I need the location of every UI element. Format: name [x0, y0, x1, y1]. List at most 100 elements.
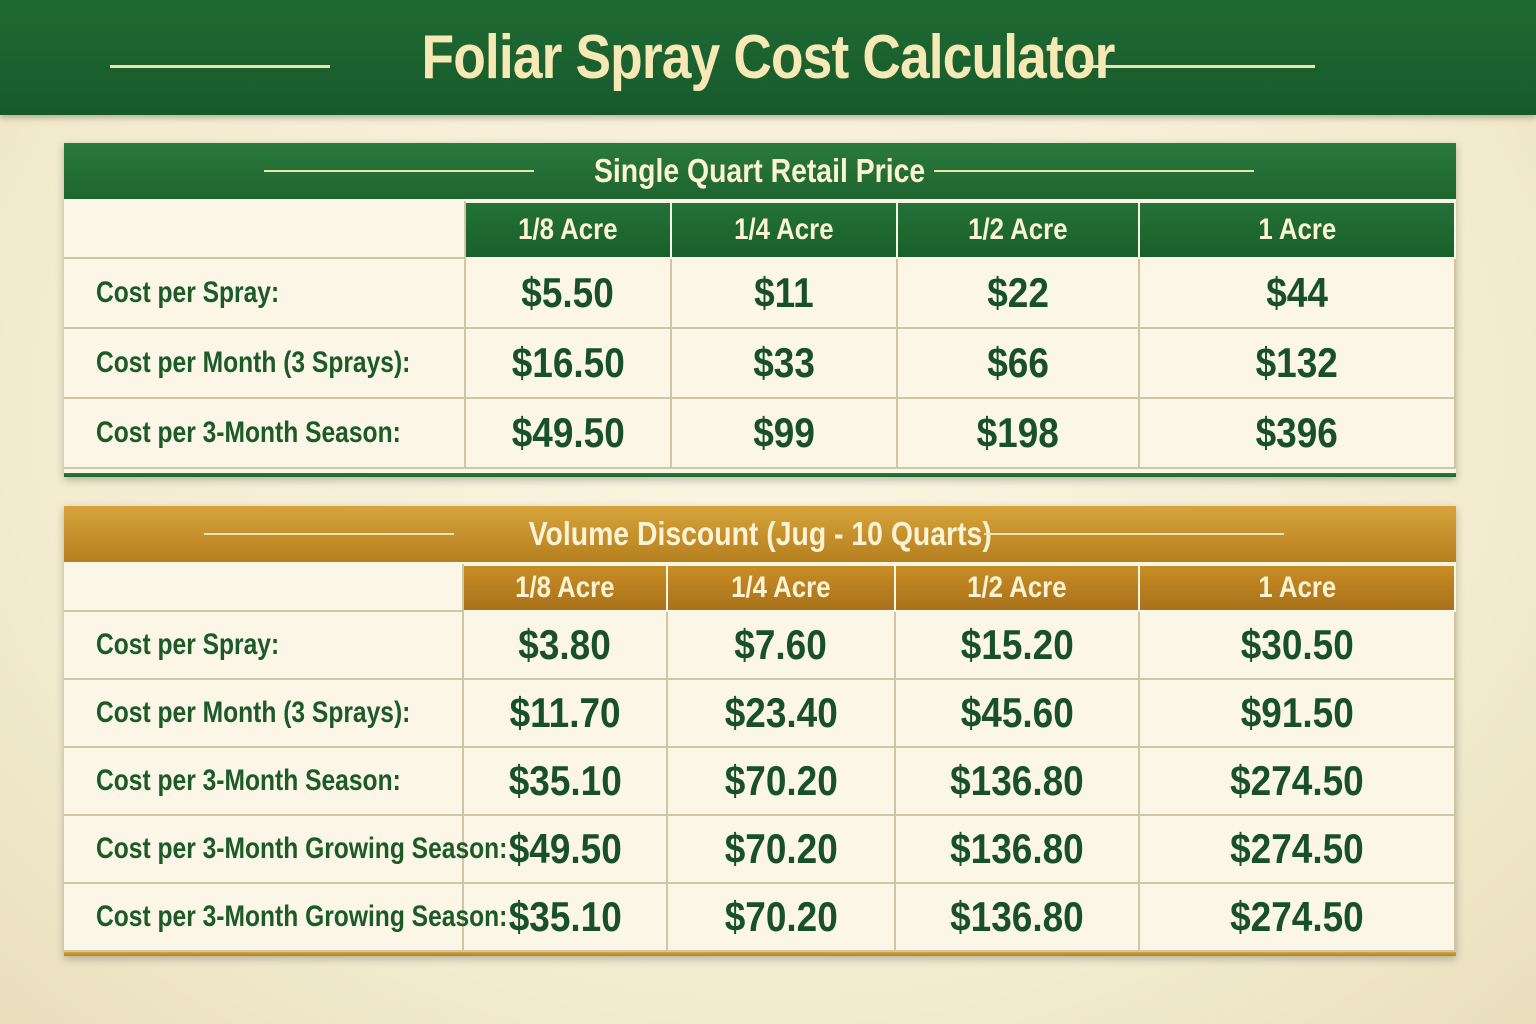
table-cell: $70.20: [668, 816, 896, 884]
cell-value: $49.50: [511, 409, 625, 456]
cell-value: $11.70: [509, 689, 621, 736]
cell-value: $49.50: [508, 825, 622, 872]
row-label: Cost per 3-Month Growing Season:: [64, 816, 507, 884]
table-cell: $136.80: [896, 816, 1140, 884]
column-header-label: 1/2 Acre: [967, 571, 1067, 604]
table-cell: $23.40: [668, 680, 896, 748]
volume-bottom-rule: [64, 952, 1456, 956]
title-rule-right: [1080, 65, 1315, 68]
table-cell: $136.80: [896, 884, 1140, 952]
volume-header-rule-right: [984, 533, 1284, 535]
table-cell: $22: [898, 259, 1140, 329]
table-cell: $33: [672, 329, 898, 399]
table-cell: $45.60: [896, 680, 1140, 748]
table-cell: $30.50: [1140, 612, 1456, 680]
cell-value: $30.50: [1240, 621, 1354, 668]
column-header-label: 1/2 Acre: [968, 213, 1068, 246]
row-label-text: Cost per Spray:: [96, 628, 280, 661]
row-label: Cost per Spray:: [64, 259, 466, 329]
cell-value: $136.80: [950, 893, 1084, 940]
row-label-text: Cost per Month (3 Sprays):: [96, 696, 411, 729]
column-header-3: 1/2 Acre: [896, 566, 1138, 610]
cell-value: $136.80: [950, 757, 1084, 804]
cell-value: $45.60: [960, 689, 1074, 736]
cell-value: $70.20: [724, 893, 838, 940]
column-header-4: 1 Acre: [1140, 566, 1454, 610]
row-label-text: Cost per 3-Month Growing Season:: [96, 832, 508, 865]
table-cell: $35.10: [464, 884, 668, 952]
cell-value: $198: [976, 409, 1060, 456]
retail-corner-cell: [64, 201, 466, 259]
column-header-2: 1/4 Acre: [672, 203, 896, 257]
cell-value: $70.20: [724, 825, 838, 872]
table-cell: $49.50: [464, 816, 668, 884]
cell-value: $7.60: [734, 621, 828, 668]
table-cell: $7.60: [668, 612, 896, 680]
table-cell: $132: [1140, 329, 1456, 399]
table-cell: $99: [672, 399, 898, 469]
row-label-text: Cost per 3-Month Growing Season:: [96, 900, 508, 933]
volume-panel-title: Volume Discount (Jug - 10 Quarts): [528, 515, 992, 552]
table-cell: $70.20: [668, 884, 896, 952]
cell-value: $91.50: [1240, 689, 1354, 736]
title-banner: [0, 0, 1536, 115]
retail-header-rule-right: [934, 170, 1254, 172]
column-header-label: 1/8 Acre: [515, 571, 615, 604]
cell-value: $35.10: [508, 757, 622, 804]
table-cell: $198: [898, 399, 1140, 469]
volume-discount-panel: Volume Discount (Jug - 10 Quarts) 1/8 Ac…: [64, 506, 1456, 956]
table-cell: $66: [898, 329, 1140, 399]
cell-value: $22: [987, 269, 1049, 316]
cell-value: $35.10: [508, 893, 622, 940]
table-cell: $11: [672, 259, 898, 329]
cell-value: $132: [1255, 339, 1339, 386]
column-header-label: 1 Acre: [1258, 571, 1336, 604]
table-cell: $35.10: [464, 748, 668, 816]
cell-value: $16.50: [511, 339, 625, 386]
table-cell: $274.50: [1140, 748, 1456, 816]
table-cell: $5.50: [466, 259, 672, 329]
cell-value: $136.80: [950, 825, 1084, 872]
row-label: Cost per 3-Month Season:: [64, 399, 466, 469]
row-label: Cost per Spray:: [64, 612, 464, 680]
cell-value: $396: [1255, 409, 1339, 456]
volume-corner-cell: [64, 564, 464, 612]
column-header-3: 1/2 Acre: [898, 203, 1138, 257]
cell-value: $274.50: [1230, 893, 1364, 940]
row-label: Cost per 3-Month Season:: [64, 748, 464, 816]
column-header-label: 1 Acre: [1258, 213, 1336, 246]
table-cell: $44: [1140, 259, 1456, 329]
cell-value: $3.80: [518, 621, 612, 668]
row-label-text: Cost per Month (3 Sprays):: [96, 346, 411, 379]
row-label-text: Cost per 3-Month Season:: [96, 416, 401, 449]
row-label: Cost per Month (3 Sprays):: [64, 680, 464, 748]
column-header-label: 1/8 Acre: [518, 213, 618, 246]
page-title: Foliar Spray Cost Calculator: [421, 23, 1116, 92]
cell-value: $274.50: [1230, 757, 1364, 804]
cell-value: $11: [754, 269, 814, 316]
row-label-text: Cost per Spray:: [96, 276, 280, 309]
row-label: Cost per Month (3 Sprays):: [64, 329, 466, 399]
cell-value: $5.50: [521, 269, 615, 316]
cell-value: $70.20: [724, 757, 838, 804]
column-header-label: 1/4 Acre: [731, 571, 831, 604]
row-label: Cost per 3-Month Growing Season:: [64, 884, 507, 952]
column-header-1: 1/8 Acre: [466, 203, 670, 257]
volume-header-rule-left: [204, 533, 454, 535]
cell-value: $33: [753, 339, 815, 386]
column-header-label: 1/4 Acre: [734, 213, 834, 246]
cell-value: $99: [753, 409, 815, 456]
cell-value: $15.20: [960, 621, 1074, 668]
column-header-1: 1/8 Acre: [464, 566, 666, 610]
table-cell: $49.50: [466, 399, 672, 469]
cell-value: $274.50: [1230, 825, 1364, 872]
table-cell: $16.50: [466, 329, 672, 399]
table-cell: $15.20: [896, 612, 1140, 680]
title-rule-left: [110, 65, 330, 68]
table-cell: $91.50: [1140, 680, 1456, 748]
table-cell: $396: [1140, 399, 1456, 469]
table-cell: $274.50: [1140, 816, 1456, 884]
table-cell: $11.70: [464, 680, 668, 748]
column-header-4: 1 Acre: [1140, 203, 1454, 257]
cell-value: $23.40: [724, 689, 838, 736]
